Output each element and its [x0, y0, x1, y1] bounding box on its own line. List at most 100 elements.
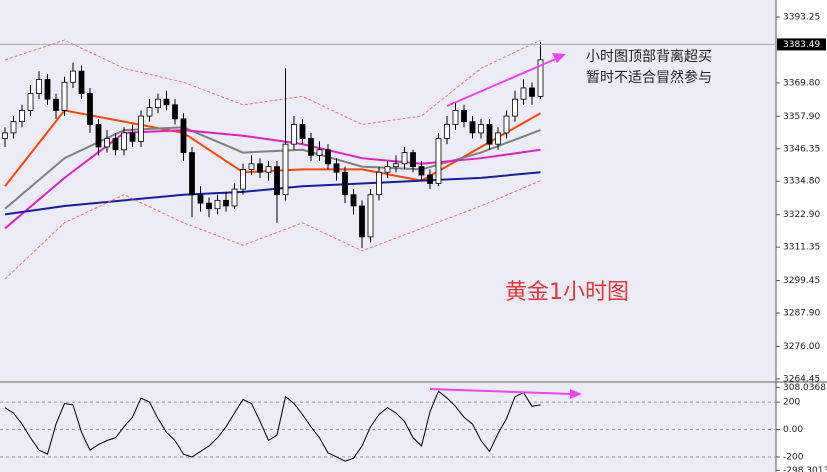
y-tick-label: 3346.35	[783, 144, 820, 154]
candle-body	[512, 98, 518, 117]
last-price-box	[777, 38, 826, 51]
y-tick-label: 3311.35	[783, 243, 820, 253]
y-tick-label: 3393.25	[783, 12, 820, 22]
candle-body	[342, 171, 348, 196]
candle-body	[401, 152, 408, 165]
candle-body	[308, 138, 314, 156]
candle-body	[384, 166, 391, 173]
candle-body	[316, 149, 323, 156]
candle-body	[214, 199, 221, 210]
candle-body	[469, 121, 476, 134]
moving-average	[4, 39, 541, 125]
candle-body	[410, 152, 416, 168]
candle-body	[435, 138, 442, 184]
candle-body	[70, 70, 76, 83]
arrow-head	[570, 389, 582, 399]
candle-body	[87, 93, 93, 125]
candle-body	[78, 70, 85, 94]
annotation: 暂时不适合冒然参与	[586, 69, 712, 86]
candle-body	[61, 81, 68, 111]
candle-body	[138, 115, 144, 142]
y-tick-label: 0.00	[783, 425, 803, 435]
y-tick-label: 3334.80	[783, 177, 820, 187]
y-tick-label: 3322.90	[783, 210, 820, 220]
candle-body	[180, 118, 187, 153]
candle-body	[503, 115, 510, 134]
candle-body	[257, 163, 263, 173]
moving-average	[4, 129, 541, 230]
candle-body	[359, 205, 365, 238]
candle-body	[444, 124, 450, 139]
candle-body	[206, 202, 212, 210]
candle-body	[129, 132, 136, 142]
candle-body	[223, 199, 229, 207]
last-price-label: 3383.49	[783, 40, 820, 50]
candle-body	[231, 188, 238, 207]
candle-body	[53, 98, 59, 111]
candle-body	[189, 152, 195, 196]
candle-body	[537, 59, 544, 97]
candle-body	[155, 98, 161, 109]
price-plot-bg	[0, 0, 776, 381]
moving-average	[4, 109, 541, 187]
candle-body	[367, 194, 374, 238]
candle-body	[478, 124, 484, 134]
candle-body	[427, 174, 433, 184]
annotation: 小时图顶部背离超买	[586, 48, 712, 65]
y-tick-label: 3369.80	[783, 78, 820, 88]
candle-body	[486, 124, 493, 145]
candle-body	[36, 79, 42, 94]
candle-body	[197, 194, 204, 204]
y-tick-label: 308.0368	[783, 383, 826, 393]
divergence-arrow	[429, 388, 573, 395]
y-tick-label: -298.3013	[783, 466, 827, 472]
candle-body	[240, 169, 246, 190]
candle-body	[495, 132, 501, 145]
candle-body	[299, 124, 306, 139]
candle-body	[121, 132, 127, 151]
candle-body	[520, 87, 527, 100]
y-tick-label: 3264.45	[783, 374, 820, 384]
moving-average	[4, 180, 541, 280]
y-tick-label: 3276.00	[783, 342, 820, 352]
divergence-arrow	[446, 57, 559, 107]
candle-body	[95, 124, 102, 148]
candle-body	[19, 110, 25, 123]
candle-body	[10, 121, 17, 134]
arrow-head	[552, 53, 566, 63]
moving-average	[4, 171, 541, 216]
candle-body	[112, 138, 119, 151]
candle-body	[282, 143, 289, 196]
indicator-plot-bg	[0, 383, 776, 472]
candle-body	[163, 98, 170, 106]
candle-body	[333, 163, 340, 173]
candle-body	[393, 163, 399, 168]
candle-body	[248, 163, 255, 170]
indicator-panel: 308.0368 200 0.00 -200 -298.3013	[0, 383, 827, 472]
y-tick-label: 3299.45	[783, 276, 820, 286]
candle-body	[452, 110, 459, 125]
candle-body	[291, 124, 297, 145]
y-tick-label: -200	[783, 452, 804, 462]
candle-body	[529, 87, 535, 97]
y-tick-label: 200	[783, 398, 800, 408]
candle-body	[172, 104, 178, 120]
candle-body	[325, 149, 331, 165]
candle-body	[376, 171, 382, 196]
candle-body	[461, 110, 467, 123]
candle-body	[27, 93, 34, 111]
indicator-line	[4, 390, 541, 462]
candle-body	[274, 166, 280, 196]
candle-body	[44, 79, 51, 100]
candle-body	[350, 194, 357, 207]
price-panel: 3393.25 3369.80 3357.90 3346.35 3334.80 3322.…	[0, 12, 826, 384]
y-tick-label: 3357.90	[783, 112, 820, 122]
candle-body	[265, 166, 272, 173]
candle-body	[418, 166, 425, 176]
candle-body	[146, 107, 153, 117]
chart-label: 黄金1小时图	[505, 280, 629, 305]
candle-body	[2, 132, 8, 139]
y-tick-label: 3287.90	[783, 309, 820, 319]
candle-body	[104, 138, 110, 148]
